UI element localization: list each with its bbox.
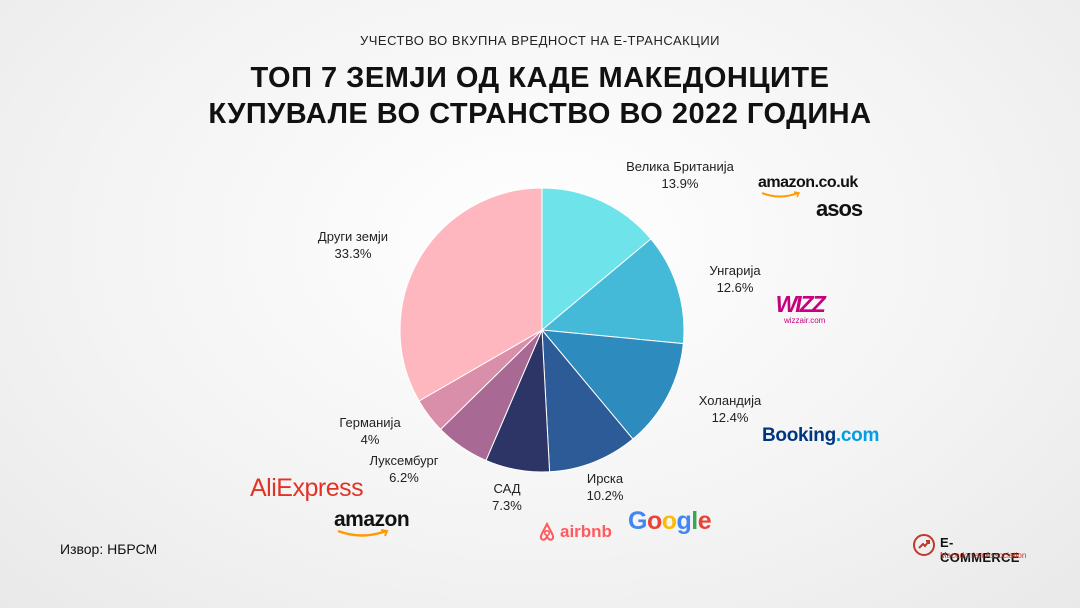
slice-value: 12.4% (711, 410, 749, 425)
amazon-logo: amazon (334, 508, 410, 537)
chart-title-line-1: ТОП 7 ЗЕМЈИ ОД КАДЕ МАКЕДОНЦИТЕ (250, 62, 830, 94)
booking-tld: .com (835, 425, 880, 446)
aliexpress-part-a: Ali (250, 474, 277, 502)
brand-name: E-COMMERCE (940, 535, 1020, 565)
slice-name: Луксембург (369, 453, 439, 468)
brand-subtitle: Macedonian Association (940, 551, 1027, 560)
amazon-wordmark: amazon (334, 508, 410, 531)
slice-label-ungarija: Унгарија 12.6% (709, 262, 760, 296)
slice-label-luksemburg: Луксембург 6.2% (369, 452, 438, 486)
booking-wordmark: Booking (762, 425, 836, 446)
chart-subtitle: УЧЕСТВО ВО ВКУПНА ВРЕДНОСТ НА Е-ТРАНСАКЦ… (359, 33, 721, 48)
pie-slice-1 (540, 238, 685, 345)
chart-title-line-2: КУПУВАЛЕ ВО СТРАНСТВО ВО 2022 ГОДИНА (208, 98, 872, 130)
slice-name: Холандија (698, 393, 762, 408)
pie-slices (399, 187, 685, 473)
pie-slice-3 (541, 328, 634, 473)
google-letter: g (676, 507, 692, 535)
chart-title: ТОП 7 ЗЕМЈИ ОД КАДЕ МАКЕДОНЦИТЕ КУПУВАЛЕ… (0, 60, 1080, 132)
source-note: Извор: НБРСМ (60, 541, 158, 557)
aliexpress-part-b: Express (276, 474, 364, 502)
slice-label-velika-britanija: Велика Британија 13.9% (626, 158, 734, 192)
pie-slice-2 (540, 329, 684, 440)
slice-name: Други земји (317, 229, 389, 244)
slice-value: 10.2% (586, 488, 624, 503)
slice-value: 33.3% (334, 246, 372, 261)
slice-label-sad: САД 7.3% (492, 480, 522, 514)
slice-name: Германија (339, 415, 401, 430)
google-letter: G (628, 507, 647, 535)
wizz-air-logo: WIZZ wizzair.com (774, 291, 826, 325)
wizz-url: wizzair.com (784, 316, 826, 325)
pie-slice-0 (541, 187, 652, 332)
slice-name: Ирска (586, 471, 624, 486)
slice-label-drugi-zemji: Други земји 33.3% (318, 228, 388, 262)
amazon-smile-icon (761, 191, 801, 198)
google-logo: Google (628, 507, 712, 536)
slice-value: 12.6% (716, 280, 754, 295)
slice-label-germanija: Германија 4% (339, 414, 400, 448)
google-letter: l (691, 507, 698, 535)
amazon-uk-logo: amazon.co.uk (758, 174, 858, 198)
slice-name: Велика Британија (626, 159, 734, 174)
slice-value: 6.2% (389, 470, 419, 485)
booking-logo: Booking.com (762, 425, 879, 447)
google-letter: o (661, 507, 677, 535)
cart-arrow-icon (913, 534, 935, 556)
pie-slice-7 (399, 187, 543, 402)
google-letter: e (697, 507, 712, 535)
amazon-smile-icon (337, 529, 389, 537)
slice-name: Унгарија (709, 263, 761, 278)
wizz-wordmark: WIZZ (775, 291, 826, 317)
airbnb-wordmark: airbnb (560, 522, 612, 541)
airbnb-belo-icon (539, 522, 555, 541)
amazon-uk-wordmark: amazon.co.uk (758, 174, 858, 191)
slice-value: 7.3% (492, 498, 522, 513)
aliexpress-logo: AliExpress (250, 474, 364, 503)
slice-value: 13.9% (661, 176, 699, 191)
slice-label-irska: Ирска 10.2% (587, 470, 624, 504)
slice-label-holandija: Холандија 12.4% (699, 392, 761, 426)
slice-value: 4% (360, 432, 380, 447)
asos-logo: asos (816, 196, 863, 221)
google-letter: o (646, 507, 662, 535)
slice-name: САД (493, 481, 521, 496)
